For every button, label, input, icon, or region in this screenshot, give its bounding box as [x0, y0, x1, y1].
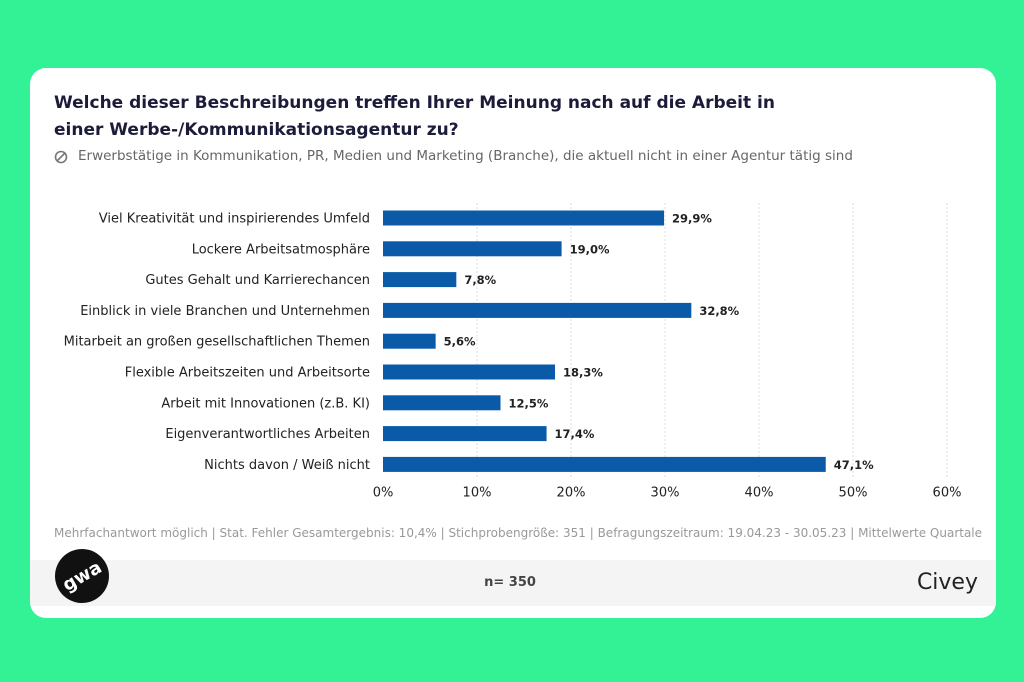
value-label: 32,8%	[699, 304, 739, 318]
y-tick-label: Nichts davon / Weiß nicht	[204, 458, 370, 473]
x-tick-label: 50%	[839, 486, 868, 501]
y-tick-label: Mitarbeit an großen gesellschaftlichen T…	[64, 335, 370, 350]
footer-band	[30, 560, 996, 606]
bar	[383, 456, 826, 472]
x-tick-label: 40%	[745, 486, 774, 501]
chart-subtitle: Erwerbstätige in Kommunikation, PR, Medi…	[78, 148, 853, 164]
value-label: 29,9%	[672, 212, 712, 226]
value-label: 12,5%	[509, 396, 549, 410]
chart-title: Welche dieser Beschreibungen treffen Ihr…	[54, 93, 775, 140]
value-label: 17,4%	[555, 427, 595, 441]
y-tick-label: Viel Kreativität und inspirierendes Umfe…	[99, 212, 370, 227]
value-label: 7,8%	[464, 273, 496, 287]
y-tick-label: Lockere Arbeitsatmosphäre	[192, 242, 370, 257]
y-tick-label: Flexible Arbeitszeiten und Arbeitsorte	[125, 366, 370, 381]
x-tick-label: 20%	[557, 486, 586, 501]
x-tick-label: 30%	[651, 486, 680, 501]
bar	[383, 241, 562, 257]
value-label: 47,1%	[834, 458, 874, 472]
y-tick-label: Gutes Gehalt und Karrierechancen	[145, 273, 370, 288]
card: Welche dieser Beschreibungen treffen Ihr…	[30, 68, 996, 618]
bar	[383, 302, 692, 318]
footnote: Mehrfachantwort möglich | Stat. Fehler G…	[54, 526, 983, 540]
sample-size: n= 350	[484, 575, 536, 590]
bar	[383, 426, 547, 442]
y-tick-label: Einblick in viele Branchen und Unternehm…	[80, 304, 370, 319]
value-label: 19,0%	[570, 242, 610, 256]
value-label: 5,6%	[444, 335, 476, 349]
y-tick-label: Eigenverantwortliches Arbeiten	[165, 427, 370, 442]
bar	[383, 272, 457, 288]
y-tick-label: Arbeit mit Innovationen (z.B. KI)	[161, 396, 370, 411]
bar	[383, 210, 665, 226]
bar	[383, 395, 501, 411]
bar	[383, 333, 436, 349]
chart: 0% 10% 20% 30% 40% 50% 60% Viel Kreativität und…	[64, 203, 962, 501]
x-tick-label: 60%	[933, 486, 962, 501]
icon	[54, 150, 68, 164]
x-tick-label: 0%	[373, 486, 394, 501]
bar	[383, 364, 556, 380]
value-label: 18,3%	[563, 366, 603, 380]
x-tick-label: 10%	[463, 486, 492, 501]
brand: Civey	[916, 570, 978, 595]
